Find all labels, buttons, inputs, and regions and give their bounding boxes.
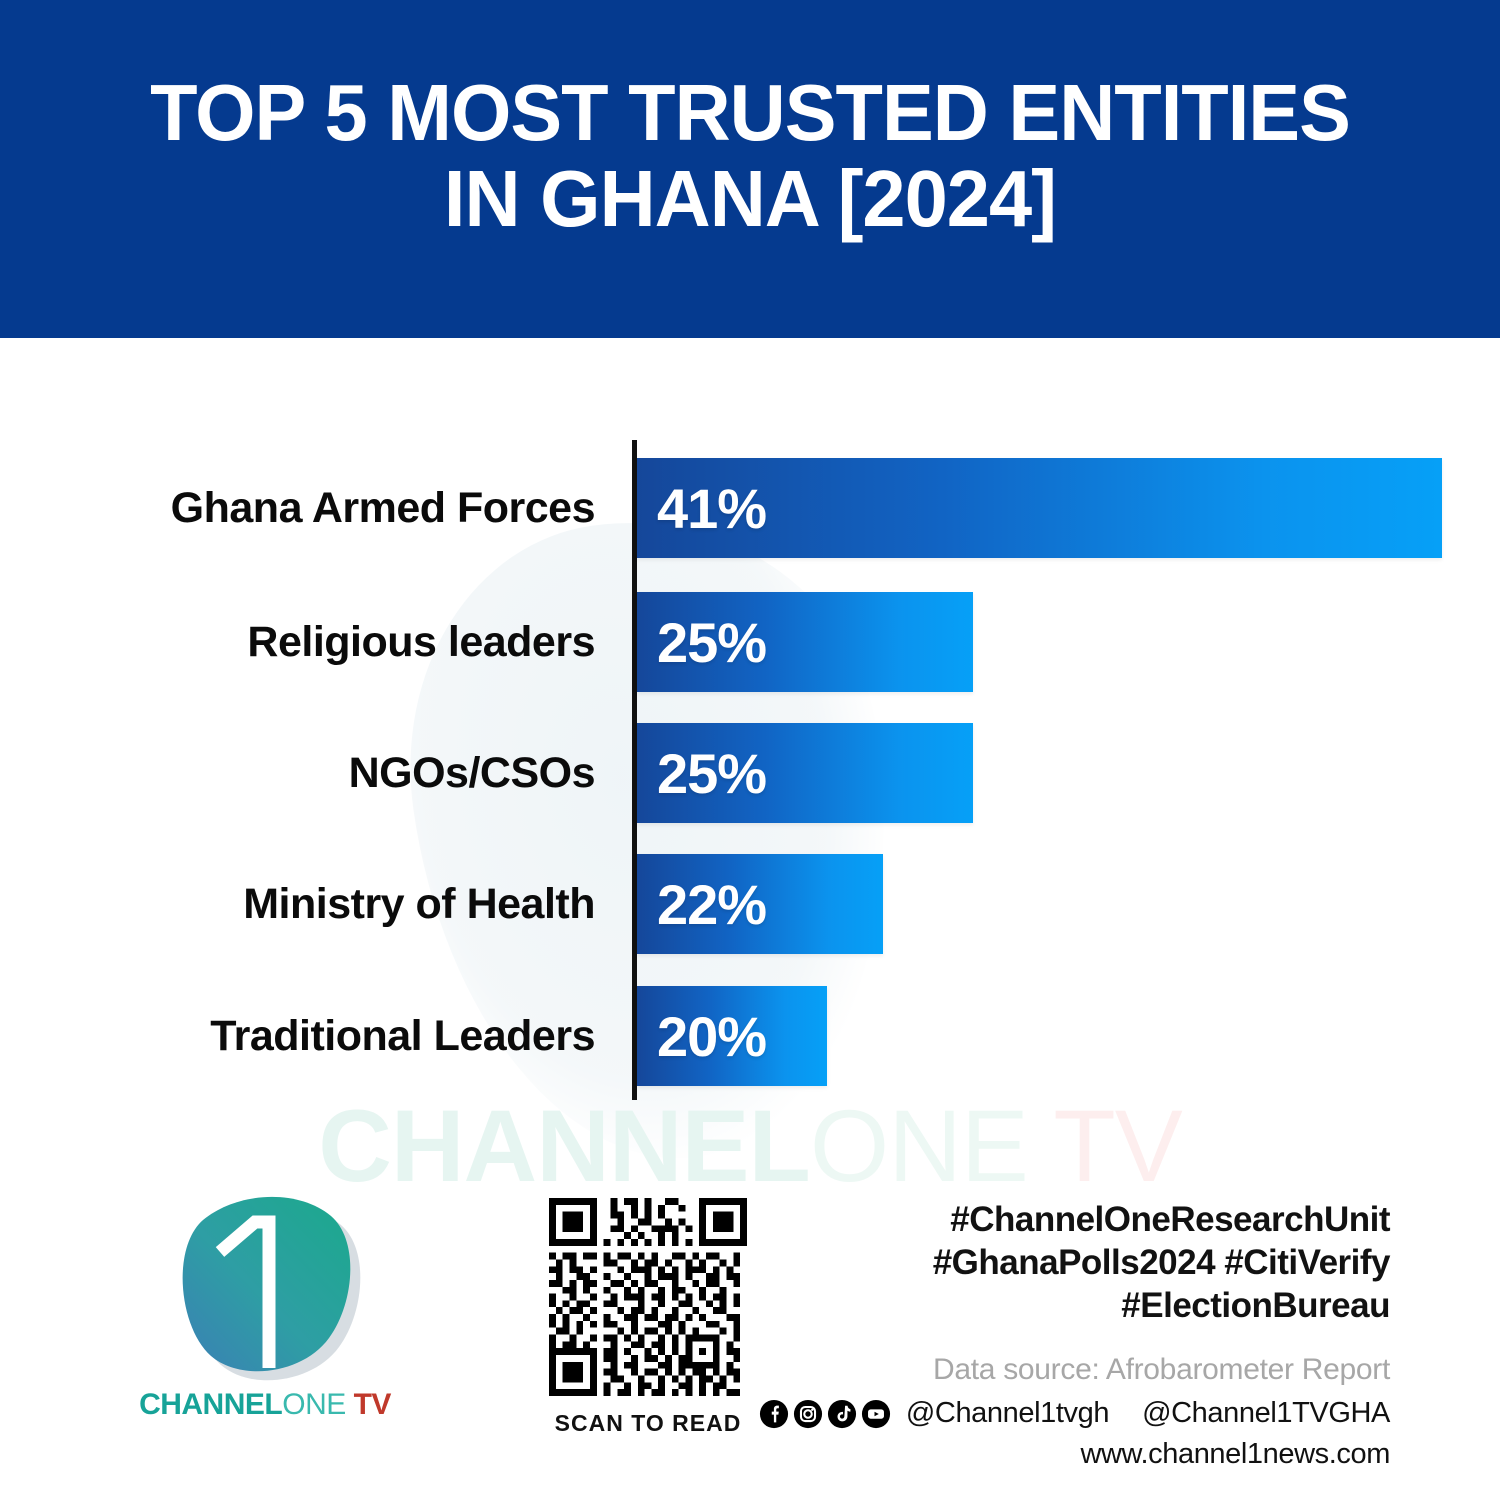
bar-value-label: 41% (657, 476, 767, 540)
data-source-text: Data source: Afrobarometer Report (933, 1353, 1390, 1386)
bar-religious-leaders: 25% (637, 592, 973, 692)
bar-category-label: Ministry of Health (243, 879, 595, 928)
bar-ghana-armed-forces: 41% (637, 458, 1442, 558)
tiktok-icon[interactable] (827, 1399, 857, 1429)
bar-value-label: 25% (657, 610, 767, 674)
bar-category-label: Religious leaders (247, 617, 595, 666)
bar-category-label: NGOs/CSOs (348, 748, 596, 797)
hashtag-line-3: #ElectionBureau (1121, 1286, 1390, 1325)
page-title: TOP 5 MOST TRUSTED ENTITIES IN GHANA [20… (23, 70, 1478, 242)
bar-chart: Ghana Armed Forces 41% Religious leaders… (0, 440, 1500, 1100)
social-links-row: @Channel1tvgh @Channel1TVGHA (759, 1397, 1390, 1430)
facebook-icon[interactable] (759, 1399, 789, 1429)
channelone-logo: CHANNELONE TV (120, 1190, 450, 1440)
logo-wordmark: CHANNELONE TV (120, 1388, 410, 1422)
hashtags: #ChannelOneResearchUnit #GhanaPolls2024 … (860, 1198, 1391, 1327)
bar-traditional-leaders: 20% (637, 986, 827, 1086)
bar-value-label: 20% (657, 1004, 767, 1068)
bar-value-label: 25% (657, 741, 767, 805)
logo-text-one: ONE (282, 1388, 346, 1421)
logo-text-channel: CHANNEL (139, 1388, 283, 1421)
instagram-icon[interactable] (793, 1399, 823, 1429)
footer-info-block: #ChannelOneResearchUnit #GhanaPolls2024 … (759, 1198, 1391, 1471)
qr-caption: SCAN TO READ (554, 1410, 742, 1436)
social-handle-x[interactable]: @Channel1TVGHA (1142, 1397, 1390, 1429)
logo-text-tv: TV (345, 1388, 392, 1421)
title-line-1: TOP 5 MOST TRUSTED ENTITIES (150, 68, 1351, 157)
chart-row: NGOs/CSOs 25% (0, 723, 1500, 823)
bar-category-label: Traditional Leaders (210, 1011, 595, 1060)
hashtag-line-2: #GhanaPolls2024 #CitiVerify (932, 1243, 1391, 1282)
qr-code-block: SCAN TO READ (548, 1198, 763, 1437)
chart-row: Ministry of Health 22% (0, 854, 1500, 954)
qr-code-image[interactable] (548, 1198, 748, 1396)
chart-row: Religious leaders 25% (0, 592, 1500, 692)
chart-row: Traditional Leaders 20% (0, 986, 1500, 1086)
hashtag-line-1: #ChannelOneResearchUnit (950, 1200, 1390, 1239)
bar-ngos-csos: 25% (637, 723, 973, 823)
bar-category-label: Ghana Armed Forces (170, 483, 596, 532)
youtube-icon[interactable] (861, 1399, 891, 1429)
social-handle-main[interactable]: @Channel1tvgh (905, 1397, 1110, 1429)
bar-value-label: 22% (657, 872, 767, 936)
social-icon-group (759, 1399, 891, 1429)
channelone-logo-mark (182, 1196, 361, 1381)
header-banner: TOP 5 MOST TRUSTED ENTITIES IN GHANA [20… (0, 0, 1500, 338)
chart-axis-line (632, 440, 637, 1100)
website-url[interactable]: www.channel1news.com (1080, 1438, 1390, 1470)
chart-row: Ghana Armed Forces 41% (0, 458, 1500, 558)
title-line-2: IN GHANA [2024] (443, 154, 1057, 243)
bar-ministry-of-health: 22% (637, 854, 883, 954)
footer: CHANNELONE TV (0, 1180, 1500, 1500)
